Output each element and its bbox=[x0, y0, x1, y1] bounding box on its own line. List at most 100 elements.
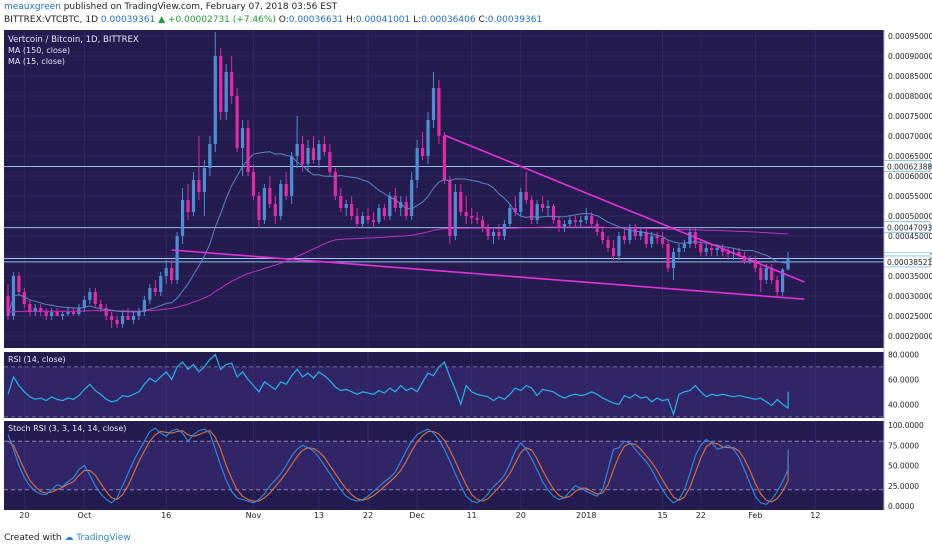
symbol-label: BITTREX:VTCBTC, 1D bbox=[4, 15, 99, 25]
x-tick-label: 22 bbox=[696, 511, 706, 520]
candle-body bbox=[628, 228, 632, 240]
y-tick-label: 0.00070000 bbox=[888, 132, 932, 141]
candle-body bbox=[661, 238, 665, 244]
candle-body bbox=[699, 244, 703, 252]
candle-body bbox=[110, 316, 114, 320]
candle-body bbox=[491, 232, 496, 236]
candle-body bbox=[573, 220, 577, 222]
x-tick-label: Dec bbox=[409, 511, 424, 520]
candle-body bbox=[431, 88, 436, 120]
x-tick-label: Nov bbox=[246, 511, 262, 520]
candle-body bbox=[290, 156, 294, 196]
candle-body bbox=[197, 180, 201, 192]
y-tick-label: 0.00095000 bbox=[888, 32, 932, 41]
candle-body bbox=[486, 228, 490, 236]
price-level-label: 0.00038521 bbox=[887, 258, 932, 267]
y-tick-label: 0.00085000 bbox=[888, 72, 932, 81]
candle-body bbox=[295, 144, 299, 156]
candle-body bbox=[513, 208, 517, 212]
candle-body bbox=[28, 304, 32, 312]
x-tick-label: 11 bbox=[467, 511, 477, 520]
x-tick-label: Oct bbox=[77, 511, 91, 520]
x-tick-label: 13 bbox=[314, 511, 324, 520]
candle-body bbox=[595, 224, 599, 232]
candle-body bbox=[153, 288, 157, 292]
candle-body bbox=[235, 96, 239, 148]
tradingview-logo-icon: ☁ bbox=[64, 533, 74, 543]
candle-body bbox=[66, 312, 70, 314]
chart-stage[interactable]: 20 Oct 16 Nov 13 22 Dec 11 20 2018 15 22 Feb 12 0.0009… bbox=[0, 28, 932, 524]
y-tick-label: 0.00020000 bbox=[888, 332, 932, 341]
ma150-line bbox=[7, 226, 789, 313]
candle-body bbox=[666, 244, 670, 268]
candle-body bbox=[606, 240, 610, 248]
tradingview-brand[interactable]: TradingView bbox=[76, 533, 131, 543]
y-tick-label: 0.00035000 bbox=[888, 272, 932, 281]
x-tick-label: 16 bbox=[161, 511, 171, 520]
chart-canvas[interactable]: 20 Oct 16 Nov 13 22 Dec 11 20 2018 15 22 Feb 12 0.0009… bbox=[0, 28, 932, 524]
candle-body bbox=[459, 192, 463, 212]
stoch-legend: Stoch RSI (3, 3, 14, 14, close) bbox=[8, 424, 126, 433]
stoch-d-line bbox=[7, 430, 789, 503]
high-value: 0.00041001 bbox=[355, 15, 411, 25]
stoch-tick-label: 75.0000 bbox=[888, 441, 919, 450]
author-link[interactable]: meauxgreen bbox=[4, 2, 61, 12]
candle-body bbox=[546, 206, 550, 208]
candle-body bbox=[464, 212, 468, 216]
stoch-tick-label: 25.0000 bbox=[888, 482, 919, 491]
candle-body bbox=[540, 204, 545, 208]
candle-body bbox=[611, 248, 616, 256]
rsi-tick-label: 80.0000 bbox=[888, 350, 919, 359]
candle-body bbox=[535, 204, 539, 220]
candle-body bbox=[213, 56, 217, 144]
candle-body bbox=[775, 280, 779, 292]
close-label: C: bbox=[478, 15, 488, 25]
candle-body bbox=[33, 308, 37, 312]
candle-body bbox=[557, 220, 561, 228]
candle-body bbox=[71, 312, 76, 314]
candle-body bbox=[39, 308, 43, 312]
rsi-legend: RSI (14, close) bbox=[8, 355, 66, 364]
y-tick-label: 0.00065000 bbox=[888, 152, 932, 161]
stoch-tick-label: 50.0000 bbox=[888, 462, 919, 471]
candle-body bbox=[524, 192, 528, 200]
candle-body bbox=[579, 220, 583, 222]
stoch-tick-label: 100.0000 bbox=[888, 421, 924, 430]
price-change: ▲ +0.00002731 (+7.46%) bbox=[158, 15, 276, 25]
candle-body bbox=[82, 300, 86, 308]
y-tick-label: 0.00080000 bbox=[888, 92, 932, 101]
candle-body bbox=[748, 260, 752, 262]
ma150-legend: MA (150, close) bbox=[8, 46, 70, 55]
open-value: 0.00036631 bbox=[288, 15, 344, 25]
candle-body bbox=[388, 196, 392, 216]
candle-body bbox=[470, 216, 474, 218]
candle-body bbox=[164, 268, 168, 276]
candle-body bbox=[721, 248, 725, 252]
candle-body bbox=[126, 316, 130, 320]
candle-body bbox=[726, 252, 730, 254]
candle-body bbox=[377, 208, 381, 222]
candle-body bbox=[770, 268, 774, 280]
candle-body bbox=[246, 128, 250, 172]
candle-body bbox=[600, 232, 605, 240]
candle-body bbox=[551, 206, 556, 220]
candle-body bbox=[17, 276, 21, 292]
candle-body bbox=[415, 148, 419, 180]
close-value: 0.00039361 bbox=[487, 15, 543, 25]
candle-body bbox=[339, 196, 343, 208]
y-tick-label: 0.00090000 bbox=[888, 52, 932, 61]
candle-body bbox=[219, 56, 223, 112]
low-label: L: bbox=[413, 15, 422, 25]
candle-body bbox=[530, 200, 534, 220]
candle-body bbox=[6, 296, 10, 316]
rsi-tick-label: 40.0000 bbox=[888, 400, 919, 409]
candle-body bbox=[50, 312, 54, 316]
candle-body bbox=[590, 216, 594, 224]
candle-body bbox=[715, 248, 719, 250]
candle-body bbox=[480, 220, 485, 228]
candle-body bbox=[191, 180, 196, 212]
candle-body bbox=[322, 144, 326, 152]
candle-body bbox=[120, 316, 125, 324]
candle-body bbox=[371, 220, 376, 222]
candle-body bbox=[317, 144, 321, 160]
